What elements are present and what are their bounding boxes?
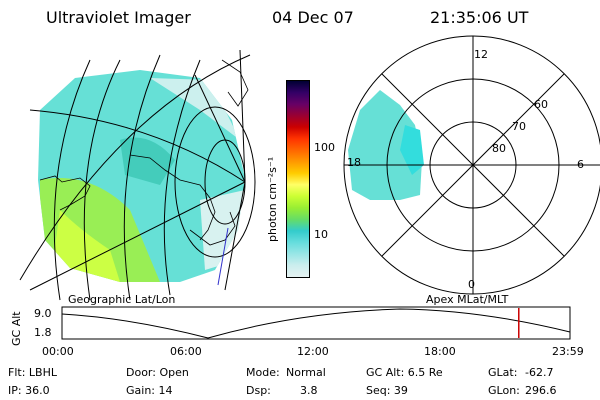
colorbar-tick-100: 100 — [314, 141, 335, 154]
dsp-value: 3.8 — [300, 384, 318, 397]
timeline-xtick-3: 18:00 — [424, 345, 456, 358]
instrument-title: Ultraviolet Imager — [46, 8, 191, 27]
geo-panel-caption: Geographic Lat/Lon — [68, 293, 176, 306]
colorbar — [286, 80, 310, 278]
lat-label-70: 70 — [512, 120, 526, 133]
timeline-xtick-0: 00:00 — [42, 345, 74, 358]
filter-info: Flt: LBHL — [8, 366, 57, 379]
lat-label-80: 80 — [492, 142, 506, 155]
polar-panel-caption: Apex MLat/MLT — [426, 293, 509, 306]
gc-alt-info: GC Alt: 6.5 Re — [366, 366, 443, 379]
mlt-label-6: 6 — [577, 158, 584, 171]
mlt-label-18: 18 — [347, 156, 361, 169]
time-label: 21:35:06 UT — [430, 8, 529, 27]
glat-label: GLat: — [488, 366, 518, 379]
timeline-ytick-max: 9.0 — [34, 307, 52, 320]
glat-value: -62.7 — [525, 366, 554, 379]
gain-info: Gain: 14 — [126, 384, 173, 397]
door-info: Door: Open — [126, 366, 189, 379]
glon-label: GLon: — [488, 384, 520, 397]
timeline-xtick-1: 06:00 — [170, 345, 202, 358]
date-label: 04 Dec 07 — [272, 8, 354, 27]
timeline-ytick-min: 1.8 — [34, 326, 52, 339]
glon-value: 296.6 — [525, 384, 557, 397]
mode-label: Mode: — [246, 366, 280, 379]
timeline-xtick-2: 12:00 — [297, 345, 329, 358]
dsp-label: Dsp: — [246, 384, 271, 397]
timeline-axis-label: GC Alt — [10, 311, 23, 346]
mlt-label-0: 0 — [468, 278, 475, 291]
ip-info: IP: 36.0 — [8, 384, 50, 397]
mode-value: Normal — [286, 366, 326, 379]
lat-label-60: 60 — [534, 98, 548, 111]
mlt-label-12: 12 — [474, 48, 488, 61]
timeline-xtick-4: 23:59 — [552, 345, 584, 358]
seq-info: Seq: 39 — [366, 384, 408, 397]
colorbar-tick-10: 10 — [314, 228, 328, 241]
